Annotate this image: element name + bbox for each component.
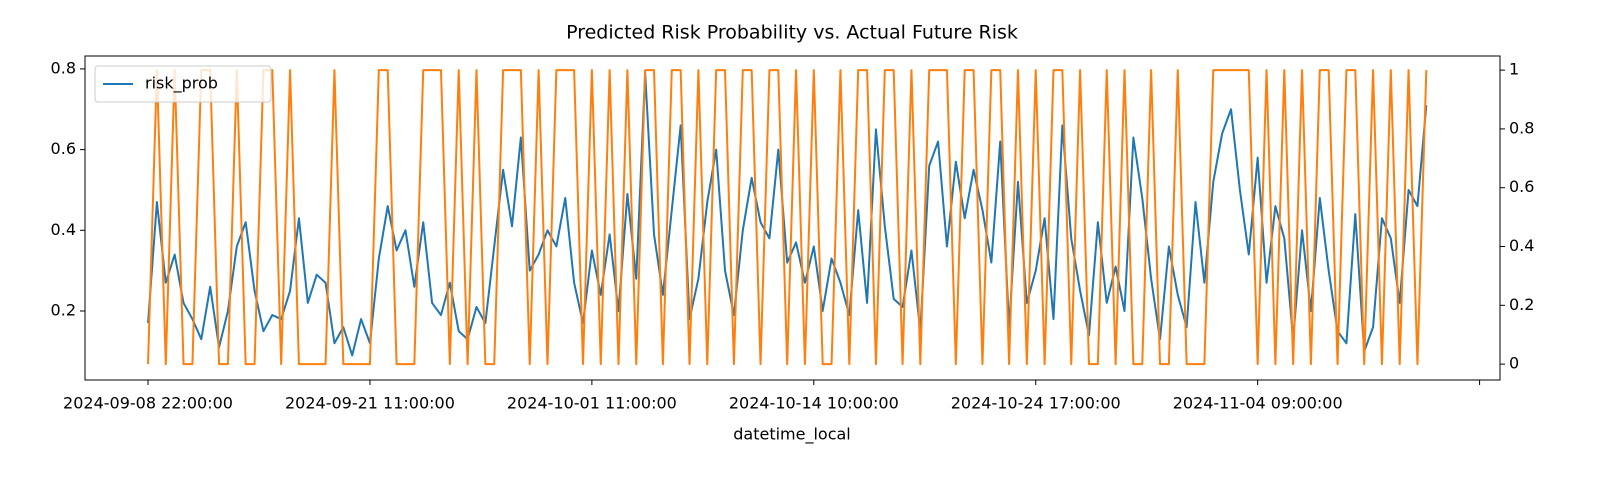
y2-tick-label: 0.6 (1509, 177, 1534, 196)
x-tick-label: 2024-10-14 10:00:00 (729, 394, 899, 413)
legend-label: risk_prob (145, 74, 218, 94)
series-line (147, 69, 1428, 366)
y2-tick-label: 0.8 (1509, 118, 1534, 137)
y-tick-label: 0.2 (51, 301, 76, 320)
y2-tick-label: 1 (1509, 60, 1519, 79)
y-tick-label: 0.4 (51, 220, 76, 239)
plot-frame (84, 55, 1501, 381)
x-tick-label: 2024-10-24 17:00:00 (951, 394, 1121, 413)
y2-tick-label: 0.2 (1509, 295, 1534, 314)
y2-tick-label: 0.4 (1509, 236, 1534, 255)
x-tick-label: 2024-10-01 11:00:00 (507, 394, 677, 413)
x-tick-label: 2024-09-21 11:00:00 (285, 394, 455, 413)
y-tick-label: 0.8 (51, 58, 76, 77)
x-axis-label: datetime_local (733, 425, 851, 445)
y2-tick-label: 0 (1509, 354, 1519, 373)
legend-box (94, 65, 272, 103)
x-tick-label: 2024-11-04 09:00:00 (1173, 394, 1343, 413)
series-line (147, 71, 1428, 357)
chart-title: Predicted Risk Probability vs. Actual Fu… (566, 22, 1018, 44)
x-tick-label: 2024-09-08 22:00:00 (63, 394, 233, 413)
y-tick-label: 0.6 (51, 139, 76, 158)
